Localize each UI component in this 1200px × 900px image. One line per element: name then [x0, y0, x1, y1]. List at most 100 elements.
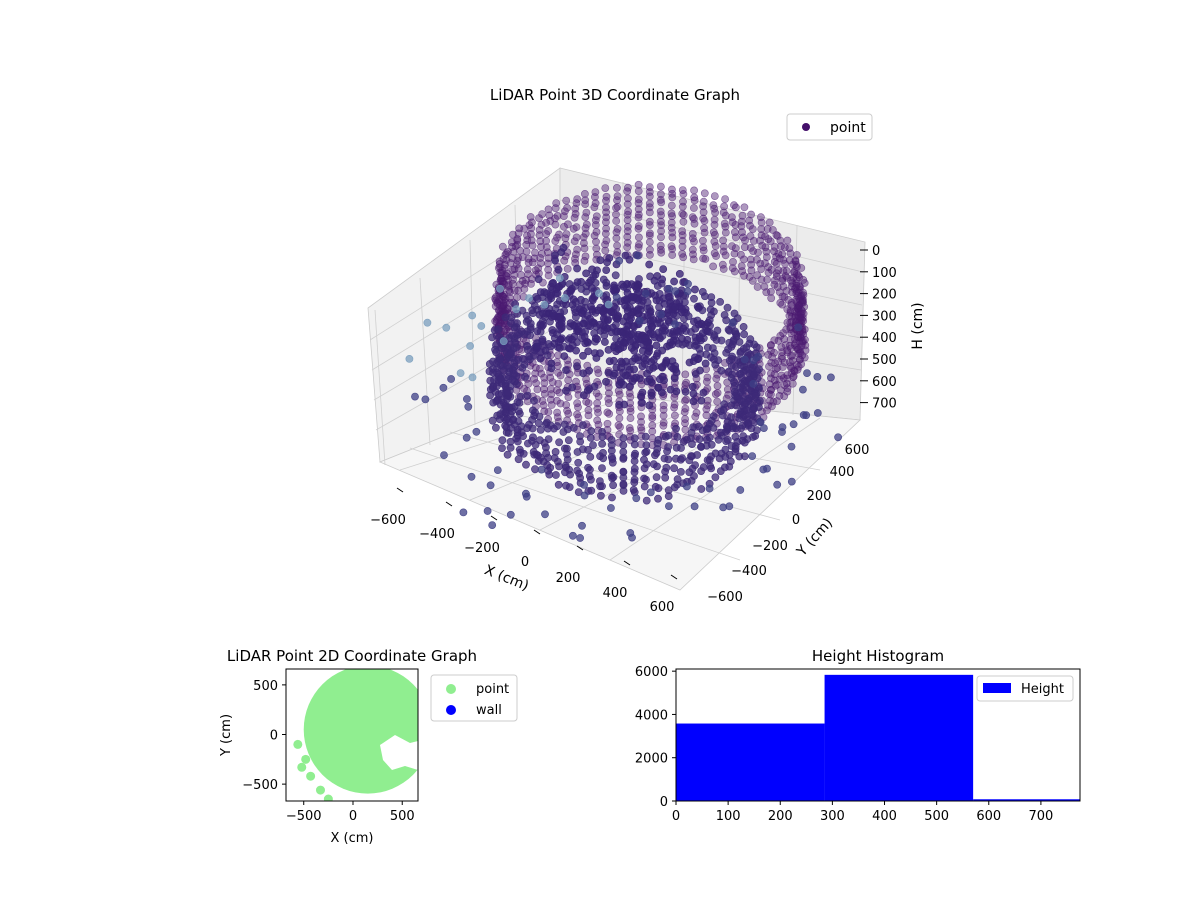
point-3d	[645, 208, 654, 217]
point-3d	[699, 202, 707, 211]
point-3d	[522, 492, 531, 501]
legend-3d-box	[786, 113, 873, 141]
point-3d	[659, 418, 668, 427]
point-3d	[699, 214, 708, 223]
point-3d	[526, 331, 534, 340]
point-3d	[690, 204, 698, 212]
point-3d	[594, 408, 602, 417]
point-3d	[530, 254, 539, 263]
point-3d	[483, 507, 492, 515]
point-3d	[768, 353, 776, 361]
point-3d	[641, 334, 650, 342]
point-3d	[510, 270, 519, 279]
point-3d	[536, 354, 545, 363]
point-3d	[647, 323, 656, 332]
point-3d	[593, 416, 602, 425]
point-3d	[740, 411, 749, 420]
point-3d	[494, 306, 503, 315]
point-3d	[499, 277, 508, 285]
grid-line-3d	[419, 277, 431, 446]
point-3d	[678, 227, 687, 235]
point-3d	[690, 317, 698, 326]
point-3d	[700, 228, 709, 237]
point-3d	[523, 236, 532, 245]
point-3d	[601, 229, 610, 238]
point-3d	[648, 411, 657, 420]
point-3d	[623, 227, 632, 236]
point-3d	[573, 362, 581, 371]
point-3d	[740, 355, 749, 364]
x-tick-label-3d: 0	[521, 555, 529, 570]
point-3d	[551, 214, 559, 223]
point-3d	[538, 249, 546, 258]
point-3d	[534, 419, 543, 427]
grid-line-3d	[409, 447, 741, 561]
point-3d	[783, 236, 792, 245]
y-tick-label-3d: 200	[807, 489, 832, 504]
point-3d	[683, 287, 692, 296]
point-3d	[442, 323, 451, 332]
point-3d	[642, 356, 651, 364]
z-tick-label-3d: 600	[872, 375, 897, 390]
point-3d	[522, 240, 531, 249]
y-tick-label-histogram: 4000	[635, 708, 668, 723]
point-3d	[509, 247, 518, 256]
point-3d	[689, 389, 698, 398]
point-3d	[572, 377, 580, 386]
point-3d	[599, 307, 607, 316]
point-3d	[494, 325, 503, 334]
point-3d	[619, 453, 628, 462]
point-3d	[635, 233, 643, 242]
point-3d	[601, 338, 609, 346]
point-3d	[496, 355, 504, 364]
point-3d	[795, 273, 804, 282]
point-3d	[786, 249, 795, 258]
point-3d	[707, 353, 715, 362]
point-3d	[601, 246, 610, 255]
point-3d	[447, 375, 455, 383]
point-3d	[571, 209, 580, 218]
point-3d	[557, 319, 566, 327]
point-3d	[724, 345, 732, 354]
histogram-bar	[824, 674, 974, 801]
point-3d	[530, 450, 539, 459]
point-3d	[634, 224, 643, 233]
point-3d	[554, 265, 563, 274]
point-3d	[542, 236, 550, 245]
point-3d	[536, 237, 545, 246]
point-3d	[633, 306, 641, 315]
legend-2d: point wall	[430, 674, 518, 722]
point-3d	[641, 432, 650, 441]
point-3d	[670, 403, 678, 412]
point-3d	[680, 408, 689, 416]
point-3d	[645, 260, 654, 269]
point-3d	[581, 189, 589, 198]
point-3d	[598, 439, 606, 448]
point-3d	[551, 251, 559, 260]
point-3d	[749, 379, 758, 388]
point-3d	[602, 196, 610, 205]
y-tick-label-3d: 0	[792, 513, 800, 528]
point-3d	[605, 389, 613, 398]
point-3d	[439, 383, 448, 392]
point-3d	[780, 335, 788, 343]
point-3d	[691, 324, 700, 333]
point-3d	[613, 196, 621, 205]
point-3d	[796, 313, 804, 322]
point-3d	[701, 292, 709, 301]
point-3d	[728, 318, 737, 327]
point-3d	[783, 346, 791, 355]
point-3d	[634, 213, 643, 222]
point-3d	[755, 403, 763, 411]
y-tick-label-3d: −200	[752, 539, 788, 554]
point-3d	[670, 277, 678, 286]
point-3d	[778, 428, 786, 436]
point-3d	[539, 401, 548, 410]
point-3d	[573, 264, 581, 273]
point-3d	[770, 257, 779, 266]
point-3d	[802, 411, 811, 420]
point-3d	[668, 233, 677, 242]
point-3d	[592, 237, 600, 246]
point-3d	[764, 235, 773, 243]
point-3d	[688, 229, 697, 238]
